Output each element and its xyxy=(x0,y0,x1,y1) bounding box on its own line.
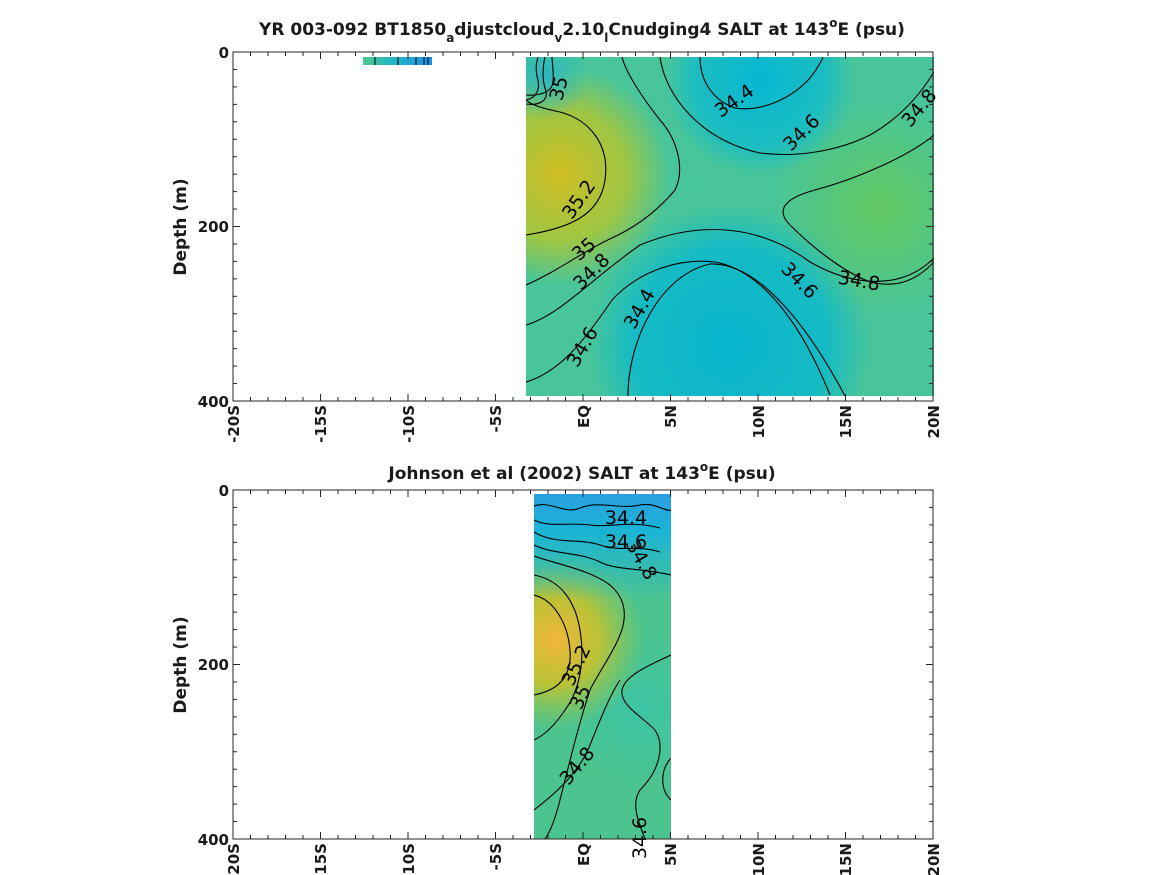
bottom-contour-4 xyxy=(534,544,671,576)
bottom-contour-35_2 xyxy=(534,594,571,696)
top-small-strip-contours xyxy=(374,57,429,65)
top-contour-35_2 xyxy=(526,99,607,236)
top-xtick-label: -20S xyxy=(225,405,243,443)
bottom-ytick-200: 200 xyxy=(198,656,229,674)
bottom-xtick-label: 15N xyxy=(837,843,855,875)
bottom-ytick-400: 400 xyxy=(198,831,229,849)
top-xtick-label: 5N xyxy=(662,405,680,428)
top-ytick-200: 200 xyxy=(198,218,229,236)
top-xtick-label: EQ xyxy=(575,405,593,428)
top-ylabel: Depth (m) xyxy=(171,178,191,275)
bottom-tick-marks xyxy=(232,489,934,840)
top-contour-34_4-upper xyxy=(699,57,824,110)
top-ytick-0: 0 xyxy=(219,44,229,62)
top-contour-upper-a xyxy=(526,57,547,105)
bottom-chart-title: Johnson et al (2002) SALT at 143oE (psu) xyxy=(387,460,775,484)
bottom-contour-edge xyxy=(662,757,671,801)
top-contour-35-upper xyxy=(526,57,554,96)
bottom-ytick-0: 0 xyxy=(219,482,229,500)
bottom-contour-34_8 xyxy=(534,679,621,811)
bottom-panel: Johnson et al (2002) SALT at 143oE (psu)… xyxy=(171,460,943,875)
bottom-xtick-label: EQ xyxy=(575,843,593,866)
top-panel: YR 003-092 BT1850adjustcloudv2.10lCnudgi… xyxy=(171,16,943,443)
bottom-xtick-label: 20S xyxy=(225,843,243,875)
bottom-clabel-34_6: 34.6 xyxy=(629,817,651,859)
top-tick-marks xyxy=(232,51,934,402)
bottom-contour-1 xyxy=(534,503,671,511)
top-salinity-field xyxy=(526,57,934,396)
bottom-contour-5 xyxy=(534,555,625,839)
top-xtick-label: 20N xyxy=(925,405,943,438)
top-xtick-label: 15N xyxy=(837,405,855,438)
bottom-contour-3 xyxy=(534,531,661,553)
bottom-ylabel: Depth (m) xyxy=(171,616,191,713)
top-contour-34_8-lower xyxy=(526,228,934,326)
top-ytick-400: 400 xyxy=(198,393,229,411)
bottom-contour-right xyxy=(621,654,671,839)
bottom-xtick-labels: 20S 15S 10S -5S EQ 5N 10N 15N 20N xyxy=(225,843,943,875)
top-xtick-label: -10S xyxy=(400,405,418,443)
bottom-contour-2 xyxy=(534,519,661,529)
bottom-clabel-34_4: 34.4 xyxy=(605,507,647,529)
top-contour-34_6-left xyxy=(526,260,831,396)
bottom-xtick-label: -5S xyxy=(487,843,505,870)
bottom-xtick-label: 5N xyxy=(662,843,680,866)
bottom-xtick-label: 20N xyxy=(925,843,943,875)
bottom-xtick-label: 15S xyxy=(312,843,330,875)
top-xtick-labels: -20S -15S -10S -5S EQ 5N 10N 15N 20N xyxy=(225,405,943,443)
bottom-contour-35 xyxy=(534,574,583,741)
top-xtick-label: -15S xyxy=(312,405,330,443)
top-contour-34_4-lower xyxy=(627,263,846,396)
bottom-xtick-label: 10N xyxy=(750,843,768,875)
top-contour-34_8-right xyxy=(782,134,934,285)
top-chart-title: YR 003-092 BT1850adjustcloudv2.10lCnudgi… xyxy=(258,16,905,45)
top-contour-34_6-upper xyxy=(659,57,934,156)
bottom-xtick-label: 10S xyxy=(400,843,418,875)
top-xtick-label: 10N xyxy=(750,405,768,438)
top-contour-35-left xyxy=(526,57,681,286)
top-contour-upper-b xyxy=(526,57,540,101)
bottom-clabel-34_6: 34.6 xyxy=(605,531,647,553)
bottom-salinity-field xyxy=(534,494,671,839)
top-xtick-label: -5S xyxy=(487,405,505,432)
